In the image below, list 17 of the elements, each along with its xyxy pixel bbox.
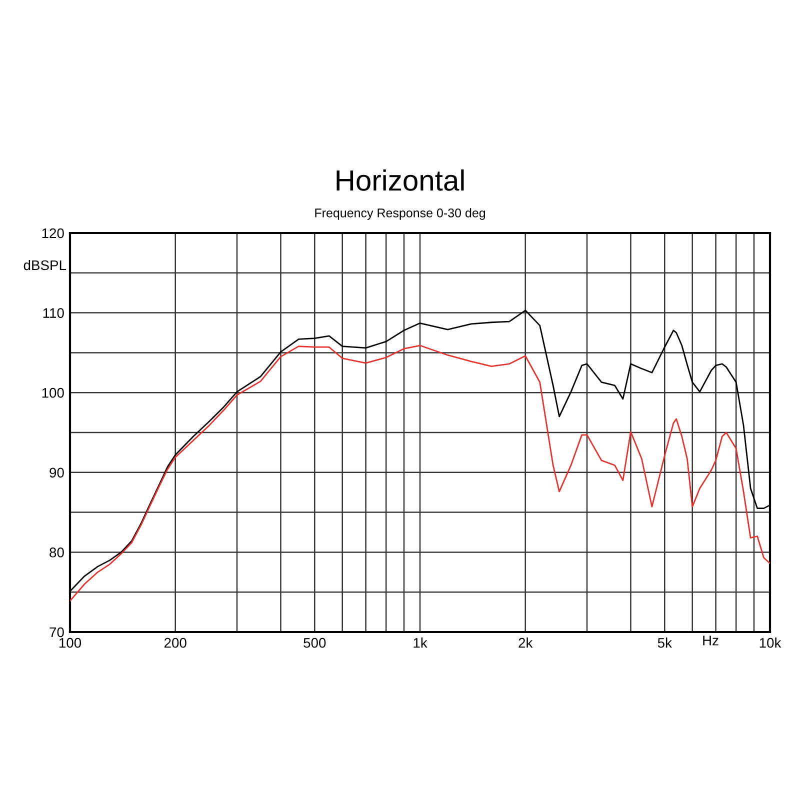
x-tick-label: 100 xyxy=(59,638,82,648)
y-tick-label: 70 xyxy=(50,627,64,638)
x-tick-label: 200 xyxy=(164,638,186,648)
y-tick-label: 120 xyxy=(42,228,64,238)
x-tick-label: 500 xyxy=(304,638,326,648)
x-tick-label: 1k xyxy=(414,638,428,648)
y-tick-label: 110 xyxy=(43,308,64,318)
x-axis-title: Hz xyxy=(703,636,718,646)
chart-title: Horizontal xyxy=(336,169,464,191)
chart-subtitle: Frequency Response 0-30 deg xyxy=(315,208,486,220)
y-tick-label: 90 xyxy=(50,468,64,478)
x-tick-label: 10k xyxy=(760,638,782,648)
y-axis-title: dBSPL xyxy=(24,260,66,270)
x-tick-label: 2k xyxy=(518,638,533,648)
y-tick-label: 100 xyxy=(42,388,64,398)
x-tick-label: 5k xyxy=(658,638,672,648)
y-tick-label: 80 xyxy=(50,548,64,558)
